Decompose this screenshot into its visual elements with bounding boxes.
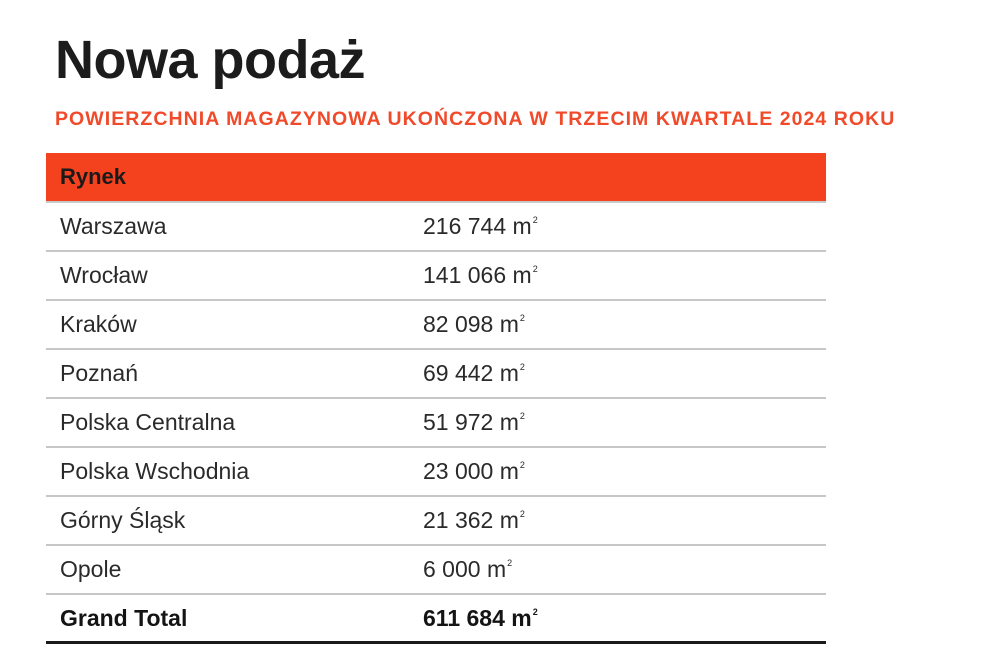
market-value-unit: m (512, 213, 532, 239)
market-value-unit: m (499, 507, 519, 533)
market-value-number: 23 000 (423, 458, 494, 484)
table-row: Warszawa 216 744 m2 (46, 203, 826, 252)
table-row: Polska Wschodnia 23 000 m2 (46, 448, 826, 497)
total-unit-superscript: 2 (532, 606, 538, 617)
table-header: Rynek (46, 153, 826, 203)
market-value-number: 216 744 (423, 213, 507, 239)
market-name: Wrocław (60, 262, 148, 288)
total-label: Grand Total (60, 604, 188, 631)
column-header-market: Rynek (60, 164, 127, 189)
table-row: Opole 6 000 m2 (46, 546, 826, 595)
market-name: Górny Śląsk (60, 507, 186, 533)
market-value-number: 6 000 (423, 556, 481, 582)
total-number: 611 684 (423, 604, 505, 631)
market-value-unit: m (499, 458, 519, 484)
page-subtitle: POWIERZCHNIA MAGAZYNOWA UKOŃCZONA W TRZE… (55, 108, 896, 130)
market-value: 23 000 m2 (423, 458, 525, 485)
market-value-number: 141 066 (423, 262, 507, 288)
table-row: Polska Centralna 51 972 m2 (46, 399, 826, 448)
market-value-unit-superscript: 2 (519, 362, 525, 372)
market-value: 69 442 m2 (423, 360, 525, 387)
market-name: Poznań (60, 360, 139, 386)
market-value-unit-superscript: 2 (532, 264, 538, 274)
market-value: 6 000 m2 (423, 556, 512, 583)
market-name: Kraków (60, 311, 137, 337)
market-value-unit: m (499, 311, 519, 337)
market-name: Polska Centralna (60, 409, 236, 435)
market-value-number: 82 098 (423, 311, 494, 337)
market-value: 82 098 m2 (423, 311, 525, 338)
market-value-unit-superscript: 2 (519, 411, 525, 421)
market-value: 21 362 m2 (423, 507, 525, 534)
market-value-number: 69 442 (423, 360, 494, 386)
market-name: Opole (60, 556, 122, 582)
table-row: Kraków 82 098 m2 (46, 301, 826, 350)
table-row: Górny Śląsk 21 362 m2 (46, 497, 826, 546)
supply-table: Rynek Warszawa 216 744 m2 Wrocław 141 066 m… (46, 153, 826, 644)
market-value-unit-superscript: 2 (519, 313, 525, 323)
market-value-number: 21 362 (423, 507, 494, 533)
market-value-unit-superscript: 2 (519, 460, 525, 470)
table-row: Wrocław 141 066 m2 (46, 252, 826, 301)
table-row-total: Grand Total 611 684 m2 (46, 595, 826, 644)
market-value-unit: m (499, 409, 519, 435)
table-body: Warszawa 216 744 m2 Wrocław 141 066 m2 Krakó… (46, 203, 826, 595)
market-value-unit: m (499, 360, 519, 386)
total-unit: m (511, 604, 532, 631)
market-value: 141 066 m2 (423, 262, 538, 289)
table-row: Poznań 69 442 m2 (46, 350, 826, 399)
market-value: 51 972 m2 (423, 409, 525, 436)
total-value: 611 684 m2 (423, 605, 538, 632)
market-value: 216 744 m2 (423, 213, 538, 240)
market-name: Warszawa (60, 213, 167, 239)
market-value-unit: m (512, 262, 532, 288)
market-value-unit-superscript: 2 (532, 215, 538, 225)
market-value-unit-superscript: 2 (507, 558, 513, 568)
market-value-unit: m (486, 556, 507, 582)
market-value-number: 51 972 (423, 409, 494, 435)
market-value-unit-superscript: 2 (519, 509, 525, 519)
market-name: Polska Wschodnia (60, 458, 250, 484)
page-title: Nowa podaż (55, 30, 366, 90)
